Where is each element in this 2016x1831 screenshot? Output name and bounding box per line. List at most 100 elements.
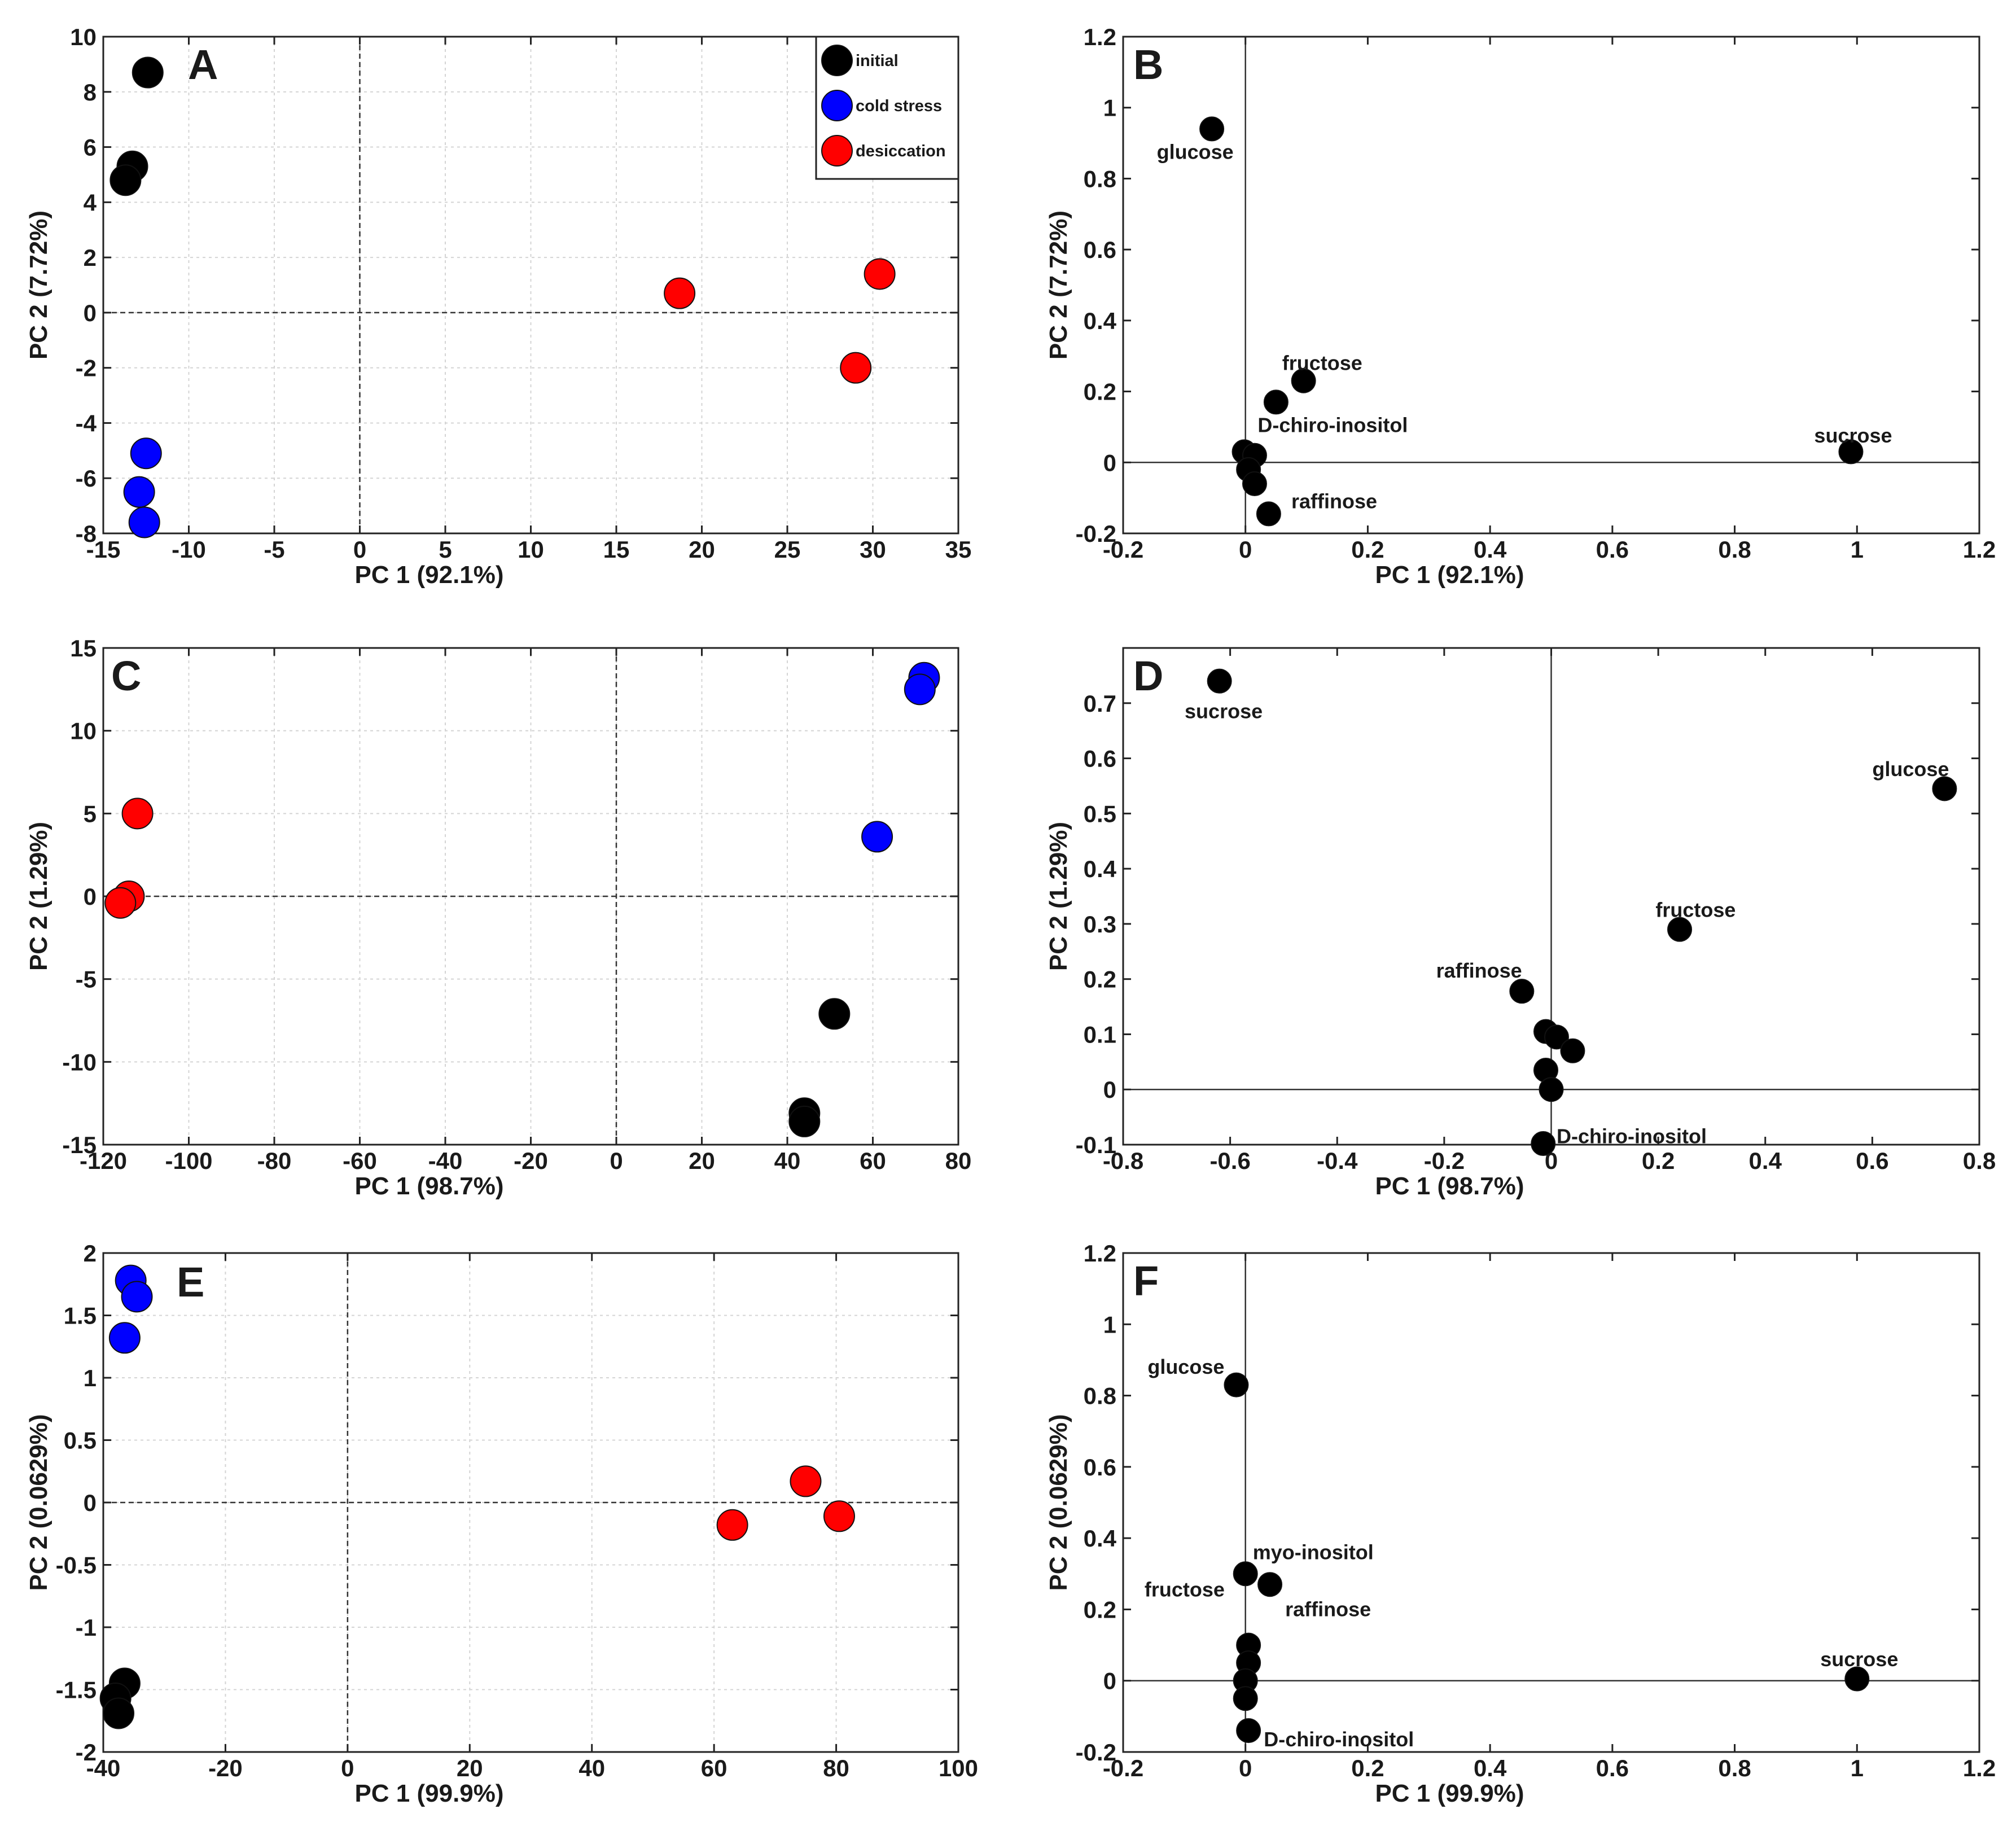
- x-tick-label: 0: [341, 1755, 354, 1781]
- y-tick-label: -0.1: [1076, 1132, 1116, 1158]
- panel-letter: C: [111, 652, 141, 699]
- legend-marker: [821, 135, 853, 167]
- y-tick-label: -1.5: [56, 1677, 97, 1703]
- x-tick-label: 100: [939, 1755, 978, 1781]
- panel-letter: F: [1133, 1258, 1159, 1304]
- y-tick-label: 0: [84, 1490, 97, 1516]
- x-tick-label: 60: [860, 1147, 886, 1174]
- y-tick-label: -1: [76, 1614, 97, 1641]
- x-tick-label: 0: [1239, 1755, 1252, 1781]
- plot-frame: [1122, 36, 1980, 535]
- loading-point: [1844, 1666, 1870, 1692]
- y-tick-label: 0: [1103, 449, 1116, 476]
- y-tick-label: 0.1: [1084, 1021, 1116, 1048]
- x-tick-label: 0.2: [1351, 1755, 1384, 1781]
- point-label: raffinose: [1291, 489, 1377, 512]
- y-tick-label: -0.2: [1076, 520, 1116, 547]
- point-label: glucose: [1872, 757, 1949, 781]
- y-axis-title: PC 2 (0.0629%): [1045, 1414, 1072, 1591]
- panel-e: -40 -20 0 20 40 60 80 100 -2 -1.5 -1 -0.5 0 0.5 1 1.5 2 P…: [25, 1240, 978, 1807]
- loading-point: [1667, 917, 1693, 942]
- y-tick-label: 0: [84, 883, 97, 910]
- data-point-desiccation: [121, 798, 154, 830]
- loading-point: [1224, 1372, 1249, 1398]
- point-label: sucrose: [1814, 424, 1892, 447]
- loading-point: [1207, 668, 1232, 694]
- x-tick-label: 10: [518, 536, 544, 563]
- y-tick-label: -15: [62, 1132, 97, 1158]
- point-label: fructose: [1145, 1578, 1225, 1601]
- panel-c: -120 -100 -80 -60 -40 -20 0 20 40 60 80 -15 -10 -5 0 5 1…: [25, 635, 971, 1200]
- panel-f: -0.2 0 0.2 0.4 0.6 0.8 1 1.2 -0.2 0 0.2 0.4 0.6 0.8 1 1…: [1045, 1240, 1996, 1807]
- point-label: glucose: [1157, 140, 1234, 163]
- point-label: D-chiro-inositol: [1557, 1124, 1707, 1147]
- y-tick-label: 0.6: [1084, 236, 1116, 263]
- loading-point: [1257, 1572, 1283, 1597]
- x-axis-title: PC 1 (92.1%): [354, 561, 503, 589]
- x-tick-label: -100: [165, 1147, 212, 1174]
- data-point-initial: [788, 1105, 821, 1137]
- x-tick-label: -60: [343, 1147, 377, 1174]
- y-tick-label: 0.5: [1084, 800, 1116, 827]
- x-tick-label: -5: [264, 536, 284, 563]
- y-axis-title: PC 2 (7.72%): [1045, 211, 1072, 360]
- point-label: D-chiro-inositol: [1264, 1728, 1414, 1751]
- y-tick-label: 0.4: [1084, 308, 1117, 334]
- point-label: sucrose: [1185, 699, 1263, 722]
- y-tick-label: -8: [76, 520, 97, 547]
- x-tick-label: 0.4: [1474, 536, 1507, 563]
- y-tick-label: 15: [70, 635, 97, 662]
- loading-point: [1236, 1718, 1261, 1744]
- data-point-initial: [109, 164, 142, 196]
- x-tick-label: -15: [86, 536, 121, 563]
- y-axis-title: PC 2 (0.0629%): [25, 1414, 52, 1591]
- panel-letter: E: [177, 1259, 204, 1306]
- point-label: D-chiro-inositol: [1257, 413, 1408, 436]
- y-tick-label: 10: [70, 718, 97, 744]
- x-tick-label: -40: [86, 1755, 121, 1781]
- data-point-cold-stress: [123, 476, 155, 508]
- x-tick-label: 20: [457, 1755, 483, 1781]
- y-tick-label: -10: [62, 1049, 97, 1075]
- point-label: sucrose: [1820, 1648, 1898, 1671]
- y-tick-label: 1: [84, 1365, 97, 1391]
- y-tick-label: 0: [84, 300, 97, 326]
- x-tick-label: 0.8: [1963, 1147, 1996, 1174]
- y-tick-label: 0: [1103, 1076, 1116, 1103]
- data-point-desiccation: [716, 1509, 748, 1541]
- data-point-desiccation: [864, 258, 896, 290]
- y-tick-label: 5: [84, 800, 97, 827]
- point-label: fructose: [1282, 351, 1362, 374]
- y-tick-label: -2: [76, 355, 97, 382]
- x-axis-title: PC 1 (92.1%): [1375, 561, 1524, 589]
- data-point-initial: [103, 1697, 135, 1729]
- y-tick-label: 8: [84, 79, 97, 106]
- y-tick-label: 1.2: [1084, 24, 1116, 50]
- data-point-initial: [132, 56, 164, 89]
- panel-letter: D: [1133, 652, 1163, 699]
- plot-frame: [1122, 1252, 1980, 1753]
- y-tick-label: 1: [1103, 95, 1116, 121]
- y-tick-label: 6: [84, 134, 97, 161]
- x-tick-label: 1.2: [1963, 1755, 1996, 1781]
- data-point-desiccation: [664, 277, 696, 309]
- y-tick-label: 0.2: [1084, 379, 1116, 405]
- y-tick-label: 2: [84, 1240, 97, 1267]
- y-tick-label: 0.4: [1084, 1525, 1117, 1552]
- point-label: fructose: [1655, 898, 1735, 921]
- data-point-cold-stress: [861, 821, 893, 853]
- x-tick-label: 0.2: [1351, 536, 1384, 563]
- legend-label: cold stress: [856, 97, 942, 115]
- y-tick-label: -0.2: [1076, 1739, 1116, 1766]
- x-tick-label: 1: [1851, 536, 1864, 563]
- y-tick-label: 4: [84, 189, 97, 216]
- loading-point: [1233, 1561, 1258, 1587]
- y-axis-title: PC 2 (7.72%): [25, 211, 52, 360]
- y-tick-label: 0.2: [1084, 966, 1116, 993]
- loading-point: [1932, 776, 1957, 801]
- loading-point: [1539, 1077, 1564, 1102]
- panel-a: -15 -10 -5 0 5 10 15 20 25 30 35 -8 -6 -4 -2 0 2 4 6 8 10 PC …: [25, 24, 971, 589]
- y-tick-label: 0.3: [1084, 911, 1116, 938]
- y-tick-label: 2: [84, 244, 97, 271]
